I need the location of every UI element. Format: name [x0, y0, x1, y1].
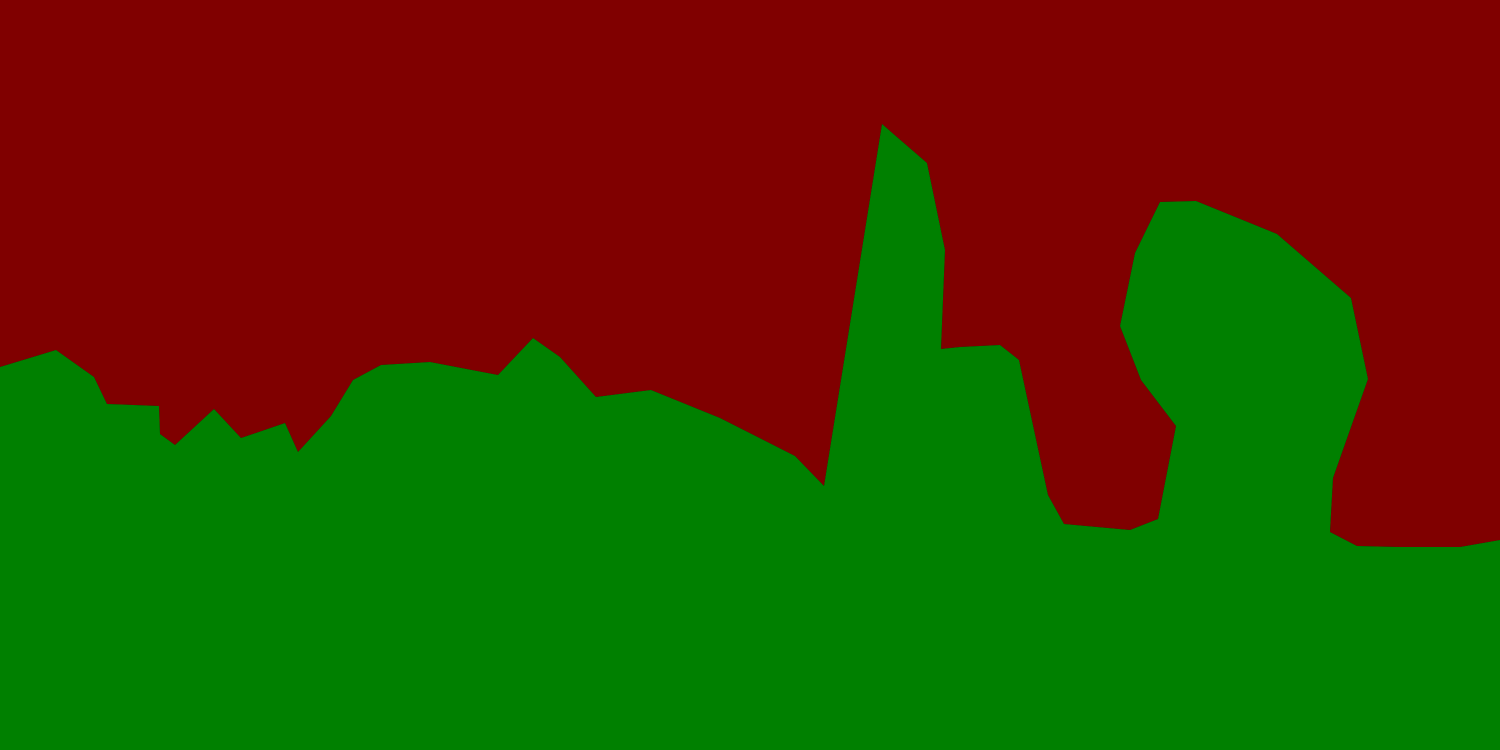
upper-region	[0, 0, 1500, 547]
lower-region	[0, 124, 1500, 750]
